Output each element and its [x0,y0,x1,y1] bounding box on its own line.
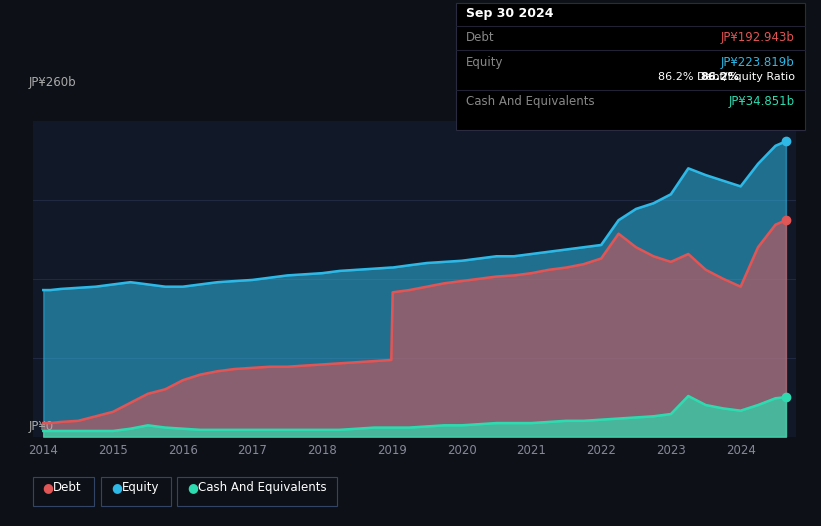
Text: ●: ● [43,481,53,494]
Text: Cash And Equivalents: Cash And Equivalents [198,481,327,494]
Text: Equity: Equity [466,56,503,68]
Text: Debt: Debt [466,31,494,44]
Text: Sep 30 2024: Sep 30 2024 [466,7,553,19]
Text: JP¥260b: JP¥260b [29,76,76,89]
Text: Cash And Equivalents: Cash And Equivalents [466,95,594,108]
Text: 86.2% Debt/Equity Ratio: 86.2% Debt/Equity Ratio [658,73,795,83]
Text: ●: ● [187,481,198,494]
Text: JP¥0: JP¥0 [29,420,54,433]
Text: 86.2%: 86.2% [700,73,739,83]
Text: JP¥192.943b: JP¥192.943b [721,31,795,44]
Text: JP¥223.819b: JP¥223.819b [721,56,795,68]
Text: JP¥34.851b: JP¥34.851b [728,95,795,108]
Text: Debt: Debt [53,481,82,494]
Text: Equity: Equity [122,481,159,494]
Text: ●: ● [111,481,122,494]
